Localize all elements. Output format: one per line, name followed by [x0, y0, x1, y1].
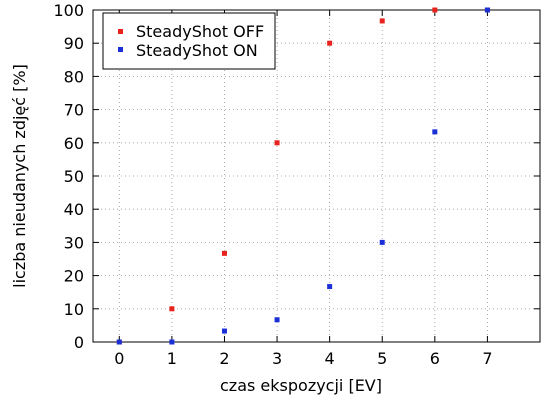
data-point: [221, 250, 227, 256]
data-point: [169, 339, 175, 345]
legend-marker-off: [118, 29, 123, 34]
y-tick-label: 90: [64, 34, 84, 53]
x-tick-label: 0: [114, 349, 124, 368]
data-point: [379, 18, 385, 24]
y-tick-label: 20: [64, 267, 84, 286]
y-tick-label: 100: [53, 1, 84, 20]
plot-frame: [92, 9, 541, 343]
legend-label-off: SteadyShot OFF: [136, 22, 264, 41]
data-point: [274, 140, 280, 146]
y-tick-label: 10: [64, 300, 84, 319]
data-point: [221, 328, 227, 334]
y-tick-label: 80: [64, 67, 84, 86]
data-point: [327, 40, 333, 46]
data-point: [116, 339, 122, 345]
data-point: [169, 306, 175, 312]
x-tick-label: 4: [325, 349, 335, 368]
y-tick-label: 0: [74, 333, 84, 352]
data-points: [116, 7, 490, 345]
y-tick-label: 40: [64, 200, 84, 219]
x-tick-label: 5: [377, 349, 387, 368]
x-tick-label: 2: [219, 349, 229, 368]
y-axis-title: liczba nieudanych zdjęć [%]: [10, 64, 29, 288]
data-point: [327, 284, 333, 290]
x-tick-label: 6: [430, 349, 440, 368]
y-tick-label: 60: [64, 134, 84, 153]
x-tick-label: 7: [482, 349, 492, 368]
legend-label-on: SteadyShot ON: [136, 41, 258, 60]
data-point: [432, 129, 438, 135]
y-tick-label: 30: [64, 233, 84, 252]
y-tick-label: 70: [64, 101, 84, 120]
y-tick-label: 50: [64, 167, 84, 186]
legend-box: [102, 12, 276, 70]
legend-marker-on: [118, 47, 123, 52]
x-tick-label: 3: [272, 349, 282, 368]
x-tick-label: 1: [167, 349, 177, 368]
series-steadyshot-on: [116, 7, 490, 345]
data-point: [274, 317, 280, 323]
data-point: [379, 239, 385, 245]
data-point: [484, 7, 490, 13]
legend: SteadyShot OFF SteadyShot ON: [102, 12, 276, 70]
data-point: [432, 7, 438, 13]
x-axis-title: czas ekspozycji [EV]: [220, 376, 382, 395]
